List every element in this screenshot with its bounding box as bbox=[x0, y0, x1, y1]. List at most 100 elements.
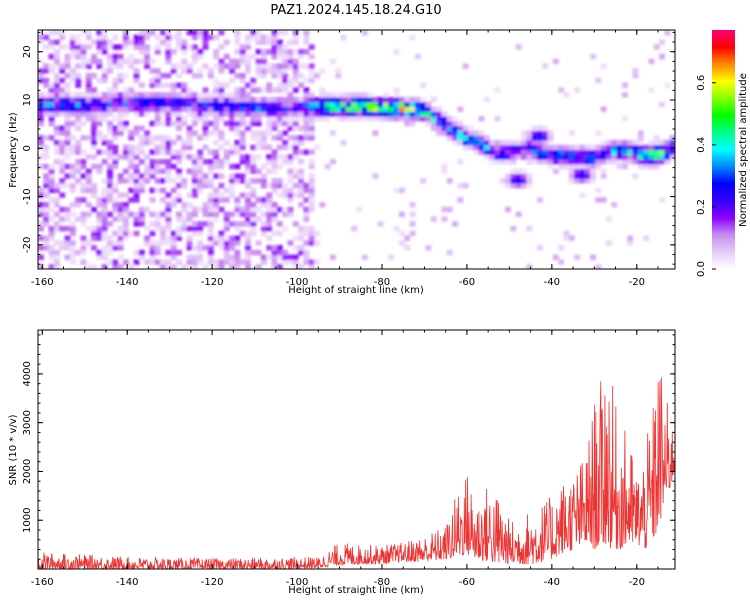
heatmap-cell bbox=[64, 154, 71, 160]
heatmap-cell bbox=[526, 264, 533, 269]
heatmap-cell bbox=[112, 77, 119, 84]
heatmap-cell bbox=[165, 49, 172, 55]
heatmap-cell bbox=[308, 77, 315, 84]
heatmap-cell bbox=[271, 34, 278, 41]
heatmap-cell bbox=[234, 225, 241, 232]
heatmap-cell bbox=[138, 254, 145, 261]
heatmap-cell bbox=[282, 211, 289, 218]
heatmap-cell bbox=[165, 225, 172, 232]
heatmap-cell bbox=[138, 249, 145, 256]
heatmap-cell bbox=[611, 159, 618, 165]
heatmap-cell bbox=[207, 202, 214, 208]
heatmap-cell bbox=[239, 101, 246, 108]
heatmap-cell bbox=[600, 149, 607, 155]
heatmap-cell bbox=[197, 206, 204, 213]
heatmap-cell bbox=[271, 154, 278, 160]
heatmap-cell bbox=[170, 68, 177, 74]
heatmap-cell bbox=[303, 77, 310, 84]
heatmap-cell bbox=[96, 216, 103, 222]
heatmap-cell bbox=[266, 49, 273, 55]
heatmap-cell bbox=[144, 154, 151, 160]
heatmap-cell bbox=[122, 92, 129, 98]
heatmap-cell bbox=[605, 139, 612, 146]
heatmap-cell bbox=[436, 125, 443, 131]
heatmap-cell bbox=[96, 230, 103, 237]
heatmap-cell bbox=[478, 144, 485, 151]
heatmap-cell bbox=[521, 149, 527, 155]
heatmap-cell bbox=[75, 82, 82, 88]
heatmap-cell bbox=[234, 254, 241, 261]
heatmap-cell bbox=[59, 96, 66, 103]
heatmap-cell bbox=[255, 49, 262, 55]
heatmap-cell bbox=[239, 206, 246, 213]
heatmap-cell bbox=[245, 53, 251, 60]
heatmap-cell bbox=[85, 77, 92, 84]
heatmap-cell bbox=[563, 149, 570, 155]
heatmap-cell bbox=[176, 82, 182, 88]
heatmap-cell bbox=[154, 101, 161, 108]
heatmap-cell bbox=[271, 116, 278, 122]
heatmap-cell bbox=[117, 130, 124, 136]
heatmap-cell bbox=[48, 182, 55, 189]
heatmap-cell bbox=[271, 264, 278, 269]
heatmap-cell bbox=[308, 101, 315, 108]
heatmap-cell bbox=[186, 96, 193, 103]
heatmap-cell bbox=[223, 139, 230, 146]
heatmap-cell bbox=[245, 197, 251, 203]
heatmap-cell bbox=[499, 154, 506, 160]
heatmap-cell bbox=[207, 149, 214, 155]
heatmap-cell bbox=[398, 240, 405, 246]
heatmap-cell bbox=[292, 259, 299, 265]
heatmap-cell bbox=[202, 116, 209, 122]
heatmap-cell bbox=[223, 245, 230, 251]
heatmap-cell bbox=[133, 130, 140, 136]
heatmap-cell bbox=[186, 106, 193, 112]
heatmap-cell bbox=[303, 254, 310, 261]
heatmap-cell bbox=[112, 96, 119, 103]
heatmap-cell bbox=[165, 221, 172, 227]
heatmap-cell bbox=[96, 96, 103, 103]
heatmap-cell bbox=[558, 154, 565, 160]
heatmap-cell bbox=[653, 144, 660, 151]
heatmap-cell bbox=[329, 101, 336, 108]
heatmap-cell bbox=[568, 235, 575, 241]
heatmap-cell bbox=[176, 135, 182, 141]
heatmap-cell bbox=[122, 120, 129, 127]
heatmap-cell bbox=[170, 111, 177, 117]
heatmap-cell bbox=[276, 87, 283, 93]
heatmap-cell bbox=[207, 92, 214, 98]
heatmap-cell bbox=[377, 106, 384, 112]
heatmap-cell bbox=[303, 230, 310, 237]
heatmap-cell bbox=[122, 39, 129, 45]
heatmap-cell bbox=[669, 149, 675, 155]
heatmap-cell bbox=[112, 264, 119, 269]
heatmap-cell bbox=[112, 159, 119, 165]
heatmap-cell bbox=[144, 206, 151, 213]
heatmap-cell bbox=[245, 63, 251, 69]
heatmap-cell bbox=[282, 259, 289, 265]
heatmap-cell bbox=[117, 106, 124, 112]
heatmap-cell bbox=[64, 163, 71, 170]
heatmap-cell bbox=[287, 116, 294, 122]
heatmap-cell bbox=[117, 230, 124, 237]
heatmap-cell bbox=[425, 120, 432, 127]
heatmap-cell bbox=[170, 101, 177, 108]
heatmap-cell bbox=[112, 58, 119, 65]
heatmap-cell bbox=[229, 149, 236, 155]
heatmap-cell bbox=[207, 68, 214, 74]
heatmap-cell bbox=[149, 135, 156, 141]
heatmap-cell bbox=[176, 192, 182, 198]
heatmap-cell bbox=[282, 58, 289, 65]
heatmap-cell bbox=[75, 197, 82, 203]
heatmap-cell bbox=[425, 116, 432, 122]
heatmap-cell bbox=[372, 106, 379, 112]
heatmap-cell bbox=[521, 168, 527, 174]
heatmap-cell bbox=[197, 106, 204, 112]
heatmap-cell bbox=[191, 221, 198, 227]
heatmap-cell bbox=[245, 68, 251, 74]
heatmap-cell bbox=[91, 187, 97, 194]
heatmap-cell bbox=[69, 149, 76, 155]
heatmap-cell bbox=[563, 230, 570, 237]
heatmap-cell bbox=[122, 144, 129, 151]
heatmap-cell bbox=[197, 225, 204, 232]
